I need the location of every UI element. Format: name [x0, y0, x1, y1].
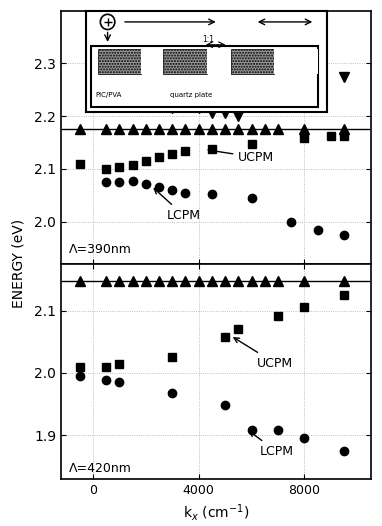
- Text: LCPM: LCPM: [250, 431, 293, 458]
- Text: UCPM: UCPM: [208, 148, 274, 164]
- Text: ENERGY (eV): ENERGY (eV): [11, 218, 26, 308]
- X-axis label: k$_x$ (cm$^{-1}$): k$_x$ (cm$^{-1}$): [183, 502, 249, 523]
- Text: LCPM: LCPM: [154, 189, 201, 222]
- Text: Λ=420nm: Λ=420nm: [69, 462, 132, 476]
- Text: Λ=390nm: Λ=390nm: [69, 244, 132, 256]
- Text: UCPM: UCPM: [234, 338, 293, 370]
